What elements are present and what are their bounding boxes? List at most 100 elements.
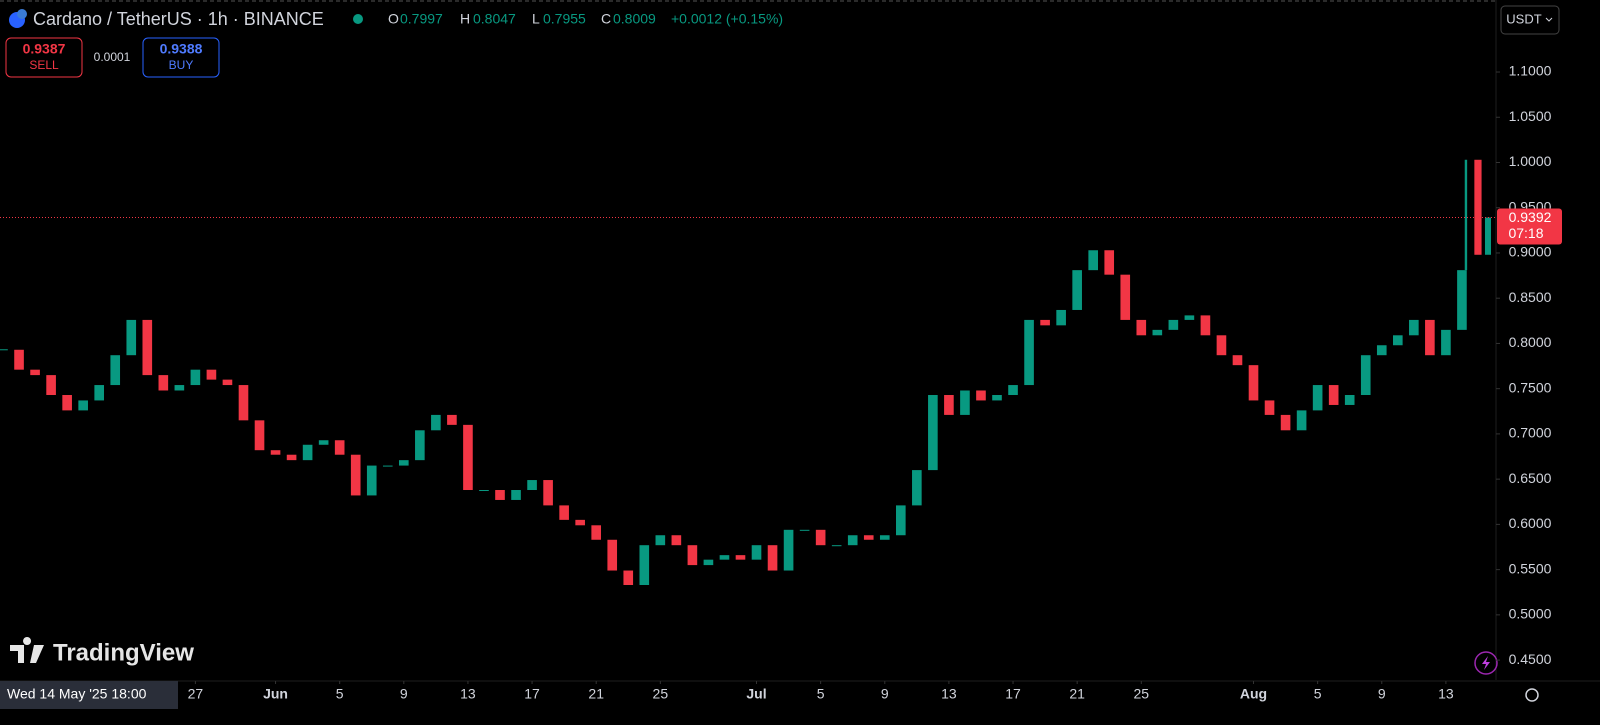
y-tick-label: 0.8000 bbox=[1509, 334, 1552, 350]
candle bbox=[0, 349, 8, 351]
candle bbox=[1296, 410, 1307, 431]
symbol-title: Cardano / TetherUS · 1h · BINANCE bbox=[33, 9, 324, 29]
open-value: 0.7997 bbox=[400, 11, 443, 27]
candle bbox=[14, 349, 24, 370]
x-tick-label: 17 bbox=[524, 686, 540, 702]
candle bbox=[751, 545, 762, 560]
candle bbox=[1168, 319, 1179, 330]
currency-label[interactable]: USDT bbox=[1506, 11, 1541, 26]
x-tick-label: 9 bbox=[400, 686, 408, 702]
currency-caret[interactable] bbox=[1545, 17, 1553, 22]
candle bbox=[1464, 159, 1468, 271]
high-value: 0.8047 bbox=[473, 11, 516, 27]
candle bbox=[1024, 319, 1034, 386]
candle bbox=[992, 395, 1002, 401]
candle bbox=[46, 375, 56, 396]
candle bbox=[767, 545, 778, 571]
candle bbox=[831, 545, 842, 547]
low-label: L bbox=[532, 11, 540, 27]
buy-button[interactable]: 0.9388 BUY bbox=[142, 37, 220, 78]
x-tick-label: 13 bbox=[1438, 686, 1454, 702]
candle bbox=[671, 535, 682, 546]
candle bbox=[495, 490, 505, 500]
close-value: 0.8009 bbox=[613, 11, 656, 27]
sell-price[interactable]: 0.9387 bbox=[23, 41, 66, 57]
crosshair-box bbox=[0, 681, 178, 709]
candle bbox=[1328, 385, 1339, 405]
candle bbox=[334, 440, 345, 455]
x-tick-label: 25 bbox=[653, 686, 669, 702]
x-tick-label: 27 bbox=[188, 686, 204, 702]
candle bbox=[1360, 355, 1371, 396]
y-tick-label: 1.0500 bbox=[1509, 108, 1552, 124]
y-tick-label: 0.9000 bbox=[1509, 244, 1552, 260]
x-tick-label: 21 bbox=[588, 686, 604, 702]
candle bbox=[1376, 345, 1387, 356]
candle bbox=[1409, 319, 1419, 336]
y-tick-label: 0.8500 bbox=[1509, 289, 1552, 305]
candle bbox=[62, 395, 72, 411]
settings-button[interactable] bbox=[1525, 688, 1539, 702]
candle bbox=[687, 545, 698, 566]
logo-text: TradingView bbox=[53, 639, 194, 666]
candle bbox=[1312, 385, 1323, 411]
candle bbox=[1457, 270, 1467, 330]
candle bbox=[1056, 309, 1066, 326]
candle bbox=[815, 529, 826, 546]
sell-label[interactable]: SELL bbox=[29, 58, 59, 72]
spread: 0.0001 bbox=[94, 50, 131, 64]
candle bbox=[639, 545, 650, 586]
bolt-icon[interactable] bbox=[1482, 656, 1490, 670]
candle bbox=[655, 535, 666, 546]
sell-button[interactable]: 0.9387 SELL bbox=[5, 37, 83, 78]
candle bbox=[399, 460, 409, 466]
candle bbox=[895, 505, 906, 536]
candle bbox=[799, 529, 810, 531]
low-value: 0.7955 bbox=[543, 11, 586, 27]
currency-box[interactable] bbox=[1500, 5, 1560, 35]
candle bbox=[1216, 335, 1227, 356]
last-price-label: 0.9392 bbox=[1509, 209, 1552, 225]
candle bbox=[158, 375, 169, 391]
x-tick-label: 9 bbox=[881, 686, 889, 702]
candle bbox=[1474, 159, 1482, 255]
y-tick-label: 1.1000 bbox=[1509, 63, 1552, 79]
candle bbox=[1008, 385, 1018, 396]
x-tick-label: 13 bbox=[460, 686, 476, 702]
candle bbox=[78, 400, 88, 411]
buy-label[interactable]: BUY bbox=[169, 58, 194, 72]
candle bbox=[879, 535, 890, 540]
x-tick-label: 13 bbox=[941, 686, 957, 702]
candle bbox=[190, 369, 201, 386]
candle bbox=[479, 490, 489, 492]
currency-button[interactable]: USDT bbox=[1500, 5, 1560, 35]
candle bbox=[222, 379, 233, 386]
candle bbox=[575, 519, 585, 526]
candle bbox=[1248, 365, 1259, 401]
candle bbox=[350, 454, 361, 496]
candle bbox=[543, 480, 553, 506]
buy-box[interactable] bbox=[142, 37, 220, 78]
candle bbox=[1088, 250, 1099, 271]
candle bbox=[976, 390, 986, 401]
candle bbox=[126, 319, 137, 356]
candle bbox=[431, 414, 441, 431]
candle bbox=[1040, 319, 1050, 326]
bolt-button[interactable] bbox=[1474, 651, 1498, 675]
x-tick-label: 5 bbox=[1314, 686, 1322, 702]
candle bbox=[1441, 329, 1451, 356]
y-tick-label: 0.6000 bbox=[1509, 515, 1552, 531]
candle bbox=[1200, 315, 1211, 336]
close-label: C bbox=[601, 11, 611, 27]
x-tick-label: Jun bbox=[263, 686, 288, 702]
candle bbox=[238, 385, 249, 421]
candle bbox=[1184, 315, 1195, 320]
candle bbox=[607, 539, 618, 571]
candle bbox=[142, 319, 153, 376]
last-price-box bbox=[1497, 208, 1562, 245]
sell-box[interactable] bbox=[5, 37, 83, 78]
buy-price[interactable]: 0.9388 bbox=[160, 41, 203, 57]
x-tick-label: 25 bbox=[1134, 686, 1150, 702]
candle bbox=[94, 385, 105, 401]
